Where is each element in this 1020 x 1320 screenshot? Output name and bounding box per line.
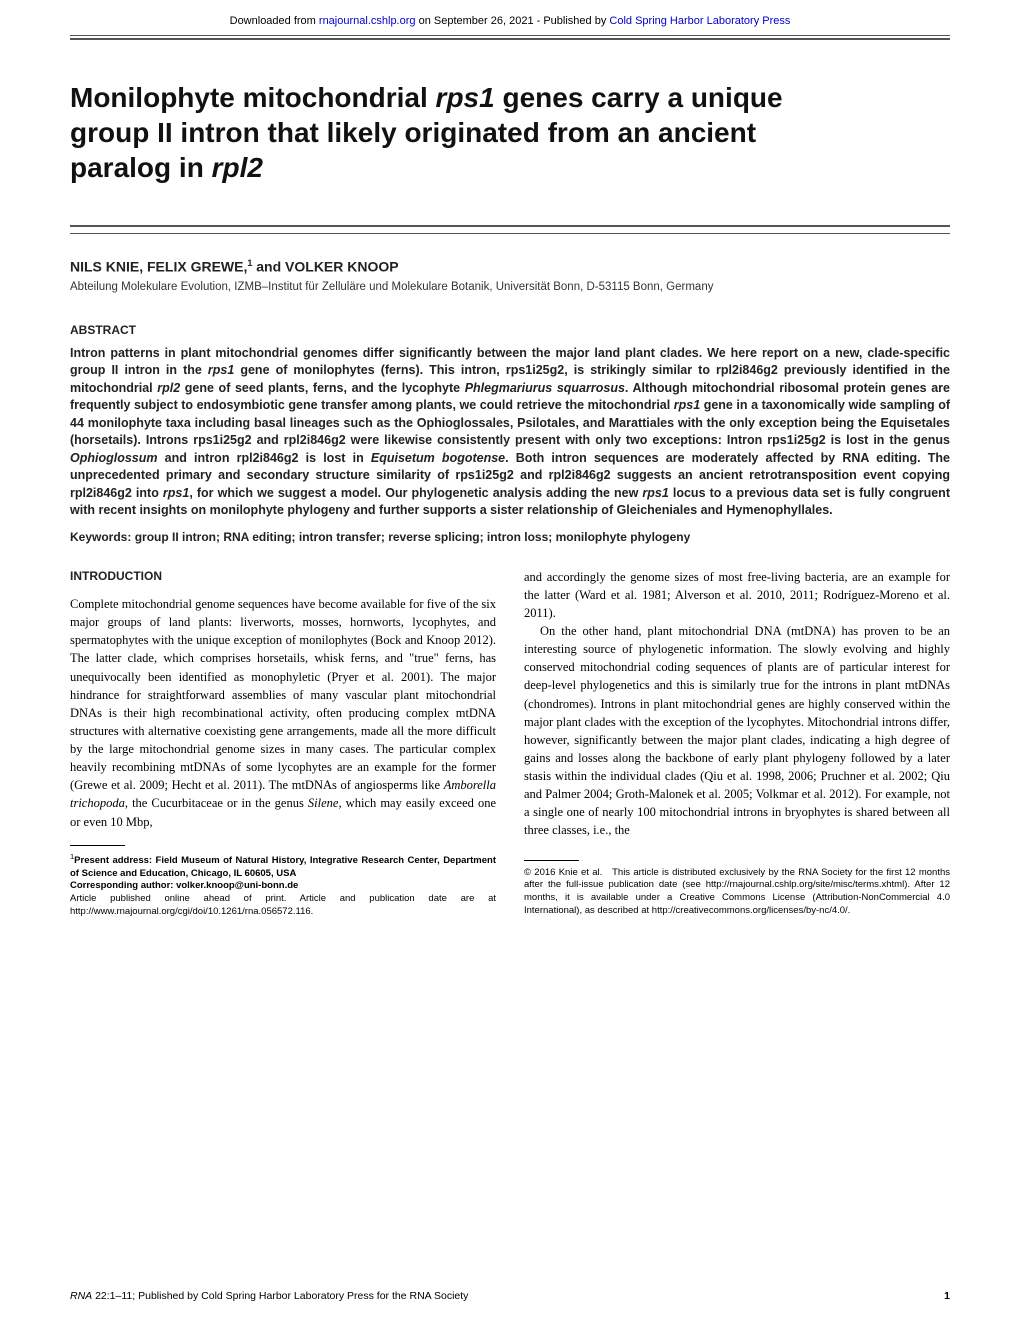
abstract-text: Intron patterns in plant mitochondrial g… — [70, 345, 950, 520]
download-bar: Downloaded from rnajournal.cshlp.org on … — [70, 15, 950, 27]
abs-ital: rps1 — [208, 363, 234, 377]
right-column: and accordingly the genome sizes of most… — [524, 568, 950, 919]
abs-ital: rps1 — [163, 486, 189, 500]
authors-names: NILS KNIE, FELIX GREWE, — [70, 259, 247, 275]
abs-ital: Phlegmariurus squarrosus — [465, 381, 625, 395]
body-paragraph: Complete mitochondrial genome sequences … — [70, 595, 496, 831]
footnotes-left: 1Present address: Field Museum of Natura… — [70, 852, 496, 919]
footnote-rule — [70, 845, 125, 846]
abs-seg: gene of seed plants, ferns, and the lyco… — [180, 381, 465, 395]
footnote-2-email: volker.knoop@uni-bonn.de — [176, 880, 298, 891]
page-footer: RNA 22:1–11; Published by Cold Spring Ha… — [70, 1290, 950, 1302]
body-ital: Silene — [308, 796, 339, 810]
authors-line: NILS KNIE, FELIX GREWE,1 and VOLKER KNOO… — [70, 258, 950, 275]
title-seg-4: paralog in — [70, 152, 212, 183]
keywords-line: Keywords: group II intron; RNA editing; … — [70, 530, 950, 544]
rule-thin-top — [70, 35, 950, 36]
keywords-label: Keywords: — [70, 530, 135, 544]
title-seg-1: Monilophyte mitochondrial — [70, 82, 436, 113]
footnote-1-text: Present address: Field Museum of Natural… — [70, 855, 496, 879]
footnotes-right: © 2016 Knie et al. This article is distr… — [524, 867, 950, 918]
authors-tail: and VOLKER KNOOP — [252, 259, 398, 275]
abs-ital: rps1 — [642, 486, 668, 500]
abstract-heading: ABSTRACT — [70, 323, 950, 337]
title-seg-3: group II intron that likely originated f… — [70, 117, 756, 148]
abs-ital: rpl2 — [157, 381, 180, 395]
intro-heading: INTRODUCTION — [70, 568, 496, 585]
title-ital-2: rpl2 — [212, 152, 263, 183]
body-seg: Complete mitochondrial genome sequences … — [70, 597, 496, 792]
article-title: Monilophyte mitochondrial rps1 genes car… — [70, 80, 950, 185]
footnote-rule — [524, 860, 579, 861]
left-column: INTRODUCTION Complete mitochondrial geno… — [70, 568, 496, 919]
footnote-3: Article published online ahead of print.… — [70, 893, 496, 919]
body-columns: INTRODUCTION Complete mitochondrial geno… — [70, 568, 950, 919]
rule-thin-mid — [70, 233, 950, 234]
affiliation: Abteilung Molekulare Evolution, IZMB–Ins… — [70, 281, 950, 293]
page-number: 1 — [944, 1290, 950, 1302]
footnote-2: Corresponding author: volker.knoop@uni-b… — [70, 880, 496, 893]
abs-seg: and intron rpl2i846g2 is lost in — [158, 451, 371, 465]
footer-left: RNA 22:1–11; Published by Cold Spring Ha… — [70, 1290, 468, 1302]
download-link-journal[interactable]: rnajournal.cshlp.org — [319, 15, 416, 27]
body-paragraph: and accordingly the genome sizes of most… — [524, 568, 950, 622]
keywords-text: group II intron; RNA editing; intron tra… — [135, 530, 691, 544]
body-paragraph: On the other hand, plant mitochondrial D… — [524, 622, 950, 840]
abs-ital: Equisetum bogotense — [371, 451, 505, 465]
title-ital-1: rps1 — [436, 82, 495, 113]
abs-ital: Ophioglossum — [70, 451, 158, 465]
body-seg: , the Cucurbitaceae or in the genus — [125, 796, 308, 810]
rule-bold-mid — [70, 225, 950, 227]
copyright-footnote: © 2016 Knie et al. This article is distr… — [524, 867, 950, 918]
footnote-2-label: Corresponding author: — [70, 880, 176, 891]
download-mid: on September 26, 2021 - Published by — [416, 15, 610, 27]
authors-block: NILS KNIE, FELIX GREWE,1 and VOLKER KNOO… — [70, 258, 950, 293]
download-prefix: Downloaded from — [230, 15, 319, 27]
download-link-publisher[interactable]: Cold Spring Harbor Laboratory Press — [609, 15, 790, 27]
footnote-1: 1Present address: Field Museum of Natura… — [70, 852, 496, 881]
footer-citation: 22:1–11; Published by Cold Spring Harbor… — [92, 1290, 468, 1302]
footer-journal: RNA — [70, 1290, 92, 1302]
rule-bold-top — [70, 38, 950, 40]
title-seg-2: genes carry a unique — [495, 82, 783, 113]
abs-seg: , for which we suggest a model. Our phyl… — [189, 486, 642, 500]
abs-ital: rps1 — [674, 398, 700, 412]
